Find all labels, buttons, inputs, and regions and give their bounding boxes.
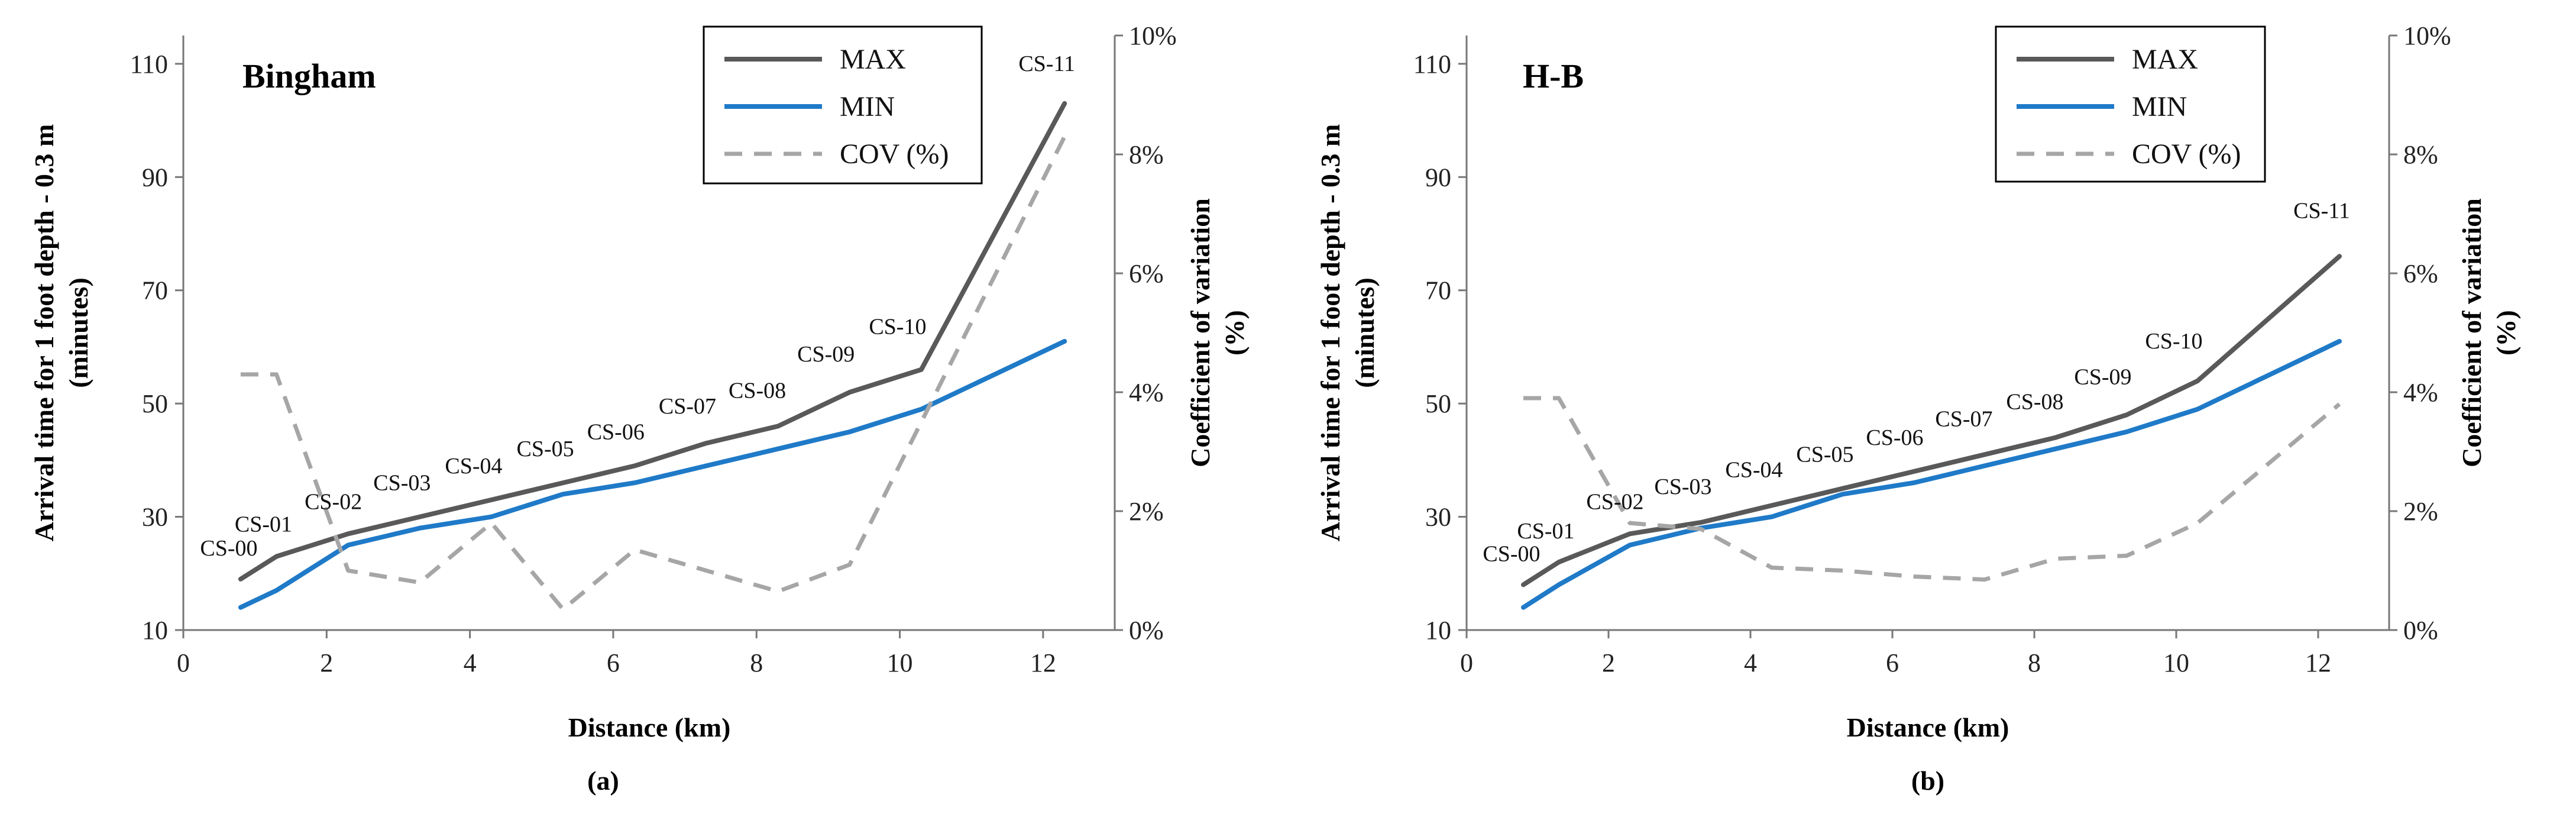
chart-1-y2-axis-title: Coefficient of variation xyxy=(1185,198,1215,467)
chart-2-x-tick-label: 12 xyxy=(2305,648,2331,677)
chart-2-x-tick-label: 8 xyxy=(2028,648,2041,677)
chart-1-y2-tick-label: 4% xyxy=(1129,378,1164,407)
chart-2-y2-tick-label: 8% xyxy=(2403,140,2438,169)
chart-1-x-axis-title: Distance (km) xyxy=(568,712,731,742)
chart-2-y2-tick-label: 2% xyxy=(2403,497,2438,526)
chart-1-x-tick-label: 0 xyxy=(177,648,190,677)
chart-2-y2-axis-title: (%) xyxy=(2491,310,2521,356)
chart-1-cs-label: CS-00 xyxy=(200,536,257,561)
chart-1-x-tick-label: 12 xyxy=(1030,648,1056,677)
chart-2-cs-label: CS-10 xyxy=(2145,329,2202,354)
chart-1-cs-label: CS-08 xyxy=(729,378,786,403)
chart-1-cs-label: CS-04 xyxy=(445,454,502,479)
chart-1-legend-label: MAX xyxy=(840,44,906,75)
chart-1-y2-tick-label: 8% xyxy=(1129,140,1164,169)
chart-1-y2-tick-label: 10% xyxy=(1129,21,1177,50)
chart-1-x-tick-label: 10 xyxy=(887,648,913,677)
chart-1-x-tick-label: 4 xyxy=(464,648,477,677)
chart-2-cs-label: CS-09 xyxy=(2074,364,2131,389)
chart-2-y2-axis-title: Coefficient of variation xyxy=(2457,198,2487,467)
chart-2-y2-tick-label: 4% xyxy=(2403,378,2438,407)
chart-2-cs-label: CS-00 xyxy=(1483,541,1540,566)
chart-2-y2-tick-label: 10% xyxy=(2403,21,2451,50)
chart-1-y-tick-label: 50 xyxy=(142,389,168,418)
chart-2-y-tick-label: 90 xyxy=(1425,163,1451,192)
chart-1-cs-label: CS-09 xyxy=(797,342,855,367)
chart-1-y-axis-title: Arrival time for 1 foot depth - 0.3 m xyxy=(29,124,59,542)
chart-2-y-tick-label: 50 xyxy=(1425,389,1451,418)
chart-1-y-tick-label: 30 xyxy=(142,503,168,532)
chart-1-y-axis-title: (minutes) xyxy=(63,277,93,388)
chart-2-y2-tick-label: 6% xyxy=(2403,259,2438,288)
chart-2-cs-label: CS-08 xyxy=(2006,390,2063,415)
chart-1-series-min-line xyxy=(238,338,1067,610)
chart-1-series-cov-line xyxy=(240,135,1067,612)
chart-2-y-tick-label: 110 xyxy=(1413,50,1451,79)
chart-2-cs-label: CS-07 xyxy=(1935,406,1992,431)
chart-2-y-tick-label: 70 xyxy=(1425,276,1451,305)
chart-1-y-tick-label: 110 xyxy=(130,50,168,79)
chart-2-y-axis-title: (minutes) xyxy=(1350,277,1380,388)
chart-1-x-tick-label: 2 xyxy=(320,648,333,677)
chart-2-legend-label: MAX xyxy=(2132,44,2198,75)
chart-2-y-tick-label: 10 xyxy=(1425,616,1451,645)
chart-2-title: H-B xyxy=(1523,57,1584,95)
chart-1-x-tick-label: 8 xyxy=(750,648,763,677)
chart-2-x-tick-label: 6 xyxy=(1886,648,1899,677)
chart-1-cs-label: CS-01 xyxy=(235,512,292,537)
chart-2-cs-label: CS-03 xyxy=(1654,474,1711,499)
chart-1-x-tick-label: 6 xyxy=(607,648,620,677)
chart-1-cs-label: CS-02 xyxy=(305,489,362,514)
chart-2-cs-label: CS-06 xyxy=(1866,425,1923,450)
chart-2-legend-label: COV (%) xyxy=(2132,138,2241,170)
chart-1-y2-axis-title: (%) xyxy=(1219,310,1250,356)
chart-1-y-tick-label: 70 xyxy=(142,276,168,305)
chart-1-y2-tick-label: 0% xyxy=(1129,616,1164,645)
chart-2-cs-label: CS-01 xyxy=(1517,519,1574,544)
chart-2-cs-label: CS-02 xyxy=(1586,489,1643,514)
chart-1-y-tick-label: 10 xyxy=(142,616,168,645)
chart-2-series-min-line xyxy=(1521,338,2342,610)
chart-1-cs-label: CS-03 xyxy=(373,471,431,496)
chart-2-x-tick-label: 4 xyxy=(1744,648,1757,677)
chart-2-y-tick-label: 30 xyxy=(1425,503,1451,532)
chart-1-y2-tick-label: 2% xyxy=(1129,497,1164,526)
chart-1-cs-label: CS-11 xyxy=(1018,51,1075,76)
chart-2-panel-caption: (b) xyxy=(1911,766,1944,796)
chart-2-series-cov-line xyxy=(1523,396,2341,582)
chart-1-cs-label: CS-07 xyxy=(659,394,716,419)
chart-2-x-tick-label: 0 xyxy=(1460,648,1473,677)
chart-1-legend-label: MIN xyxy=(840,91,895,122)
chart-1-y2-tick-label: 6% xyxy=(1129,259,1164,288)
chart-2-y2-tick-label: 0% xyxy=(2403,616,2438,645)
chart-1-cs-label: CS-06 xyxy=(587,419,645,444)
chart-2-cs-label: CS-04 xyxy=(1725,457,1782,482)
chart-2-x-tick-label: 2 xyxy=(1602,648,1615,677)
chart-1-cs-label: CS-10 xyxy=(869,315,926,340)
chart-1-title: Bingham xyxy=(242,57,376,95)
chart-2-cs-label: CS-11 xyxy=(2293,198,2350,223)
chart-1-panel-caption: (a) xyxy=(587,766,619,796)
chart-1-legend-label: COV (%) xyxy=(840,138,949,170)
chart-1-y-tick-label: 90 xyxy=(142,163,168,192)
chart-2-cs-label: CS-05 xyxy=(1796,443,1853,467)
chart-2-y-axis-title: Arrival time for 1 foot depth - 0.3 m xyxy=(1315,124,1345,542)
chart-2-legend-label: MIN xyxy=(2132,91,2187,122)
chart-2-x-axis-title: Distance (km) xyxy=(1847,712,2009,742)
chart-2-x-tick-label: 10 xyxy=(2163,648,2189,677)
chart-1-cs-label: CS-05 xyxy=(517,437,574,461)
chart-2-series-max-line xyxy=(1521,254,2342,587)
